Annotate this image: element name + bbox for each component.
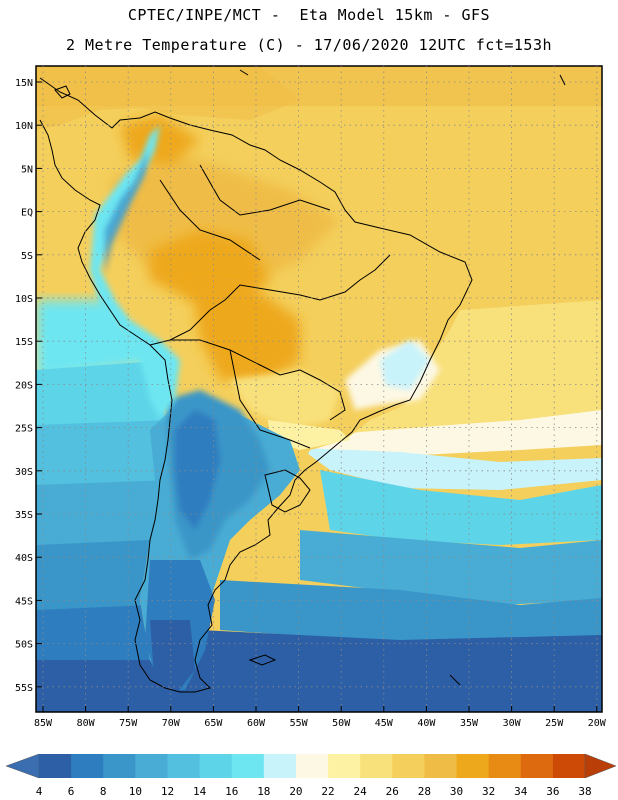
colorbar-label: 12 (161, 785, 174, 798)
colorbar-label: 32 (482, 785, 495, 798)
longitude-label: 30W (503, 718, 522, 729)
colorbar-swatch (199, 754, 233, 778)
latitude-label: 55S (15, 683, 33, 694)
latitude-label: 25S (15, 424, 33, 435)
colorbar-swatch (71, 754, 104, 778)
latitude-label: 30S (15, 467, 33, 478)
latitude-label: 15N (15, 78, 33, 89)
colorbar-swatch (167, 754, 201, 778)
colorbar-swatch (424, 754, 458, 778)
latitude-label: 35S (15, 510, 33, 521)
coastlines (39, 69, 566, 693)
longitude-label: 25W (545, 718, 564, 729)
colorbar-label: 36 (546, 785, 559, 798)
colorbar-left-arrow (5, 753, 40, 779)
latitude-label: 10N (15, 121, 33, 132)
longitude-label: 40W (417, 718, 436, 729)
latitude-label: 50S (15, 640, 33, 651)
longitude-label: 45W (375, 718, 394, 729)
latitude-label: 15S (15, 337, 33, 348)
longitude-label: 60W (247, 718, 266, 729)
map-title: CPTEC/INPE/MCT - Eta Model 15km - GFS (127, 6, 491, 24)
colorbar-label: 34 (514, 785, 528, 798)
colorbar-label: 8 (100, 785, 107, 798)
colorbar-swatch (328, 754, 361, 778)
colorbar-right-arrow (584, 753, 617, 779)
colorbar-label: 10 (129, 785, 142, 798)
colorbar-swatch (263, 754, 297, 778)
colorbar-swatch (231, 754, 265, 778)
latitude-label: 40S (15, 553, 33, 564)
colorbar-swatch (295, 754, 329, 778)
longitude-label: 70W (162, 718, 181, 729)
colorbar-swatch (103, 754, 136, 778)
colorbar-label: 22 (321, 785, 334, 798)
colorbar-label: 28 (418, 785, 431, 798)
latitude-label: 45S (15, 596, 33, 607)
colorbar-swatch (552, 754, 586, 778)
colorbar-swatch (456, 754, 490, 778)
map-frame (35, 65, 603, 713)
latitude-labels: 15N 10N 5N EQ 5S 10S 15S 20S 25S 30S 35S 40S 45S 50S 5… (15, 78, 42, 694)
longitude-label: 35W (460, 718, 479, 729)
colorbar-label: 26 (386, 785, 399, 798)
colorbar-swatch (392, 754, 425, 778)
colorbar-swatch (520, 754, 554, 778)
longitude-label: 20W (588, 718, 607, 729)
colorbar-label: 24 (354, 785, 368, 798)
longitude-label: 55W (290, 718, 309, 729)
colorbar-swatch (488, 754, 522, 778)
longitude-label: 65W (204, 718, 223, 729)
colorbar-label: 14 (193, 785, 207, 798)
latitude-label: 5S (21, 251, 33, 262)
colorbar-swatch (360, 754, 393, 778)
longitude-label: 50W (332, 718, 351, 729)
colorbar-label: 38 (578, 785, 591, 798)
colorbar-swatch (39, 754, 72, 778)
longitude-label: 85W (34, 718, 53, 729)
latitude-label: 20S (15, 380, 33, 391)
colorbar: 4 6 8 10 12 14 16 18 20 22 24 26 28 30 32 34 36 38 (5, 753, 617, 798)
colorbar-label: 18 (257, 785, 270, 798)
latitude-label: EQ (21, 208, 33, 219)
map-subtitle: 2 Metre Temperature (C) - 17/06/2020 12U… (65, 36, 553, 54)
colorbar-label: 30 (450, 785, 463, 798)
longitude-label: 75W (119, 718, 138, 729)
colorbar-label: 6 (68, 785, 75, 798)
longitude-label: 80W (77, 718, 96, 729)
graticule (36, 66, 602, 712)
latitude-label: 5N (21, 164, 33, 175)
temperature-field (36, 66, 602, 712)
longitude-labels: 85W 80W 75W 70W 65W 60W 55W 50W 45W 40W 35W 30W 25W 2… (34, 706, 607, 729)
colorbar-swatch (135, 754, 168, 778)
colorbar-label: 20 (289, 785, 302, 798)
latitude-label: 10S (15, 294, 33, 305)
colorbar-label: 16 (225, 785, 238, 798)
colorbar-label: 4 (36, 785, 43, 798)
